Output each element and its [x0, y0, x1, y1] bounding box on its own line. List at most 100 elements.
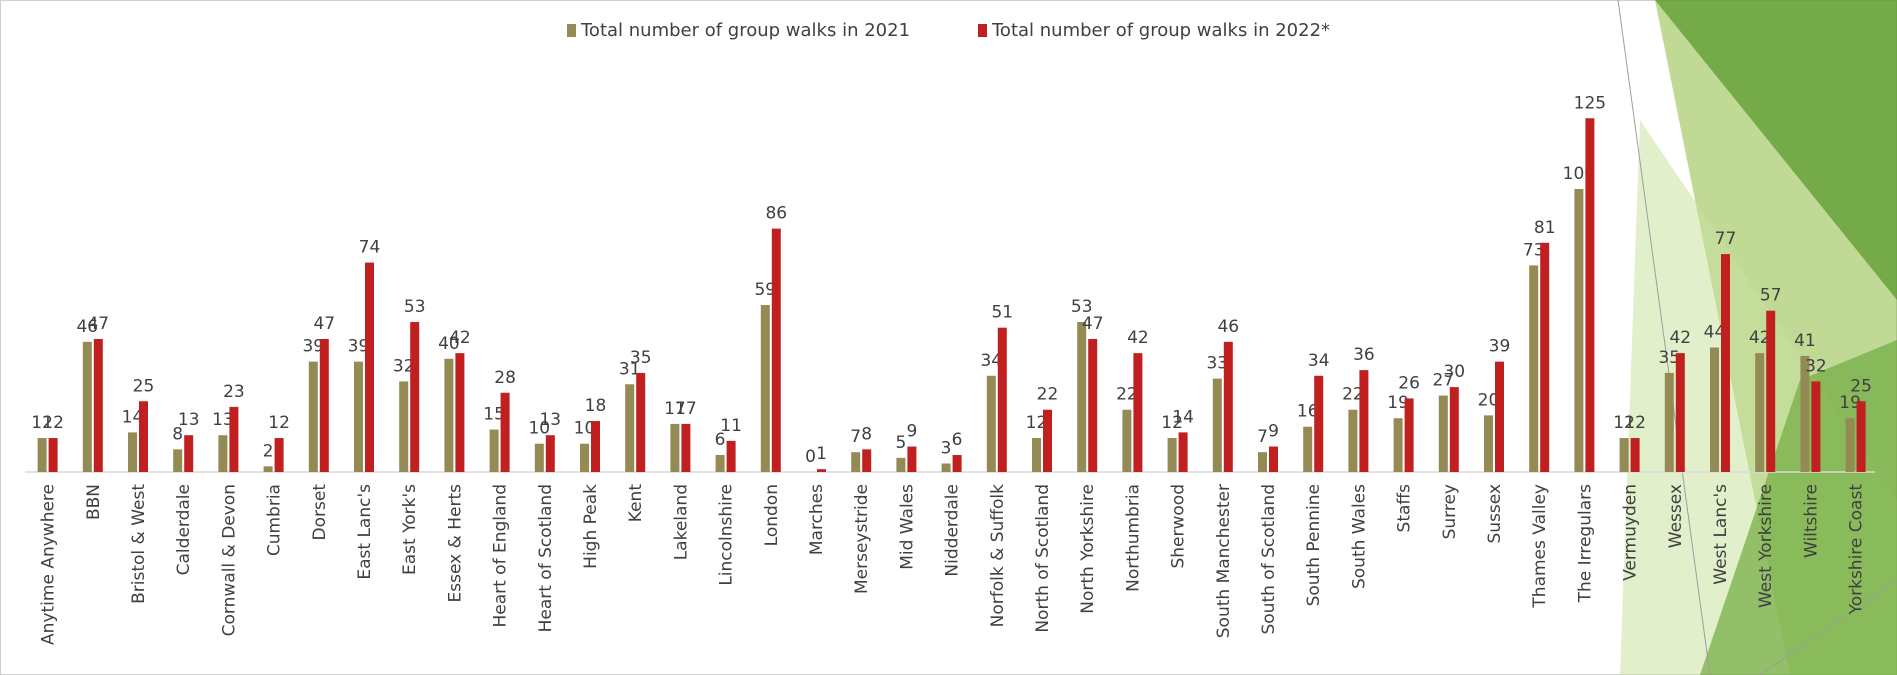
bar — [455, 353, 464, 472]
x-tick-label: North of Scotland — [1033, 484, 1053, 633]
value-label: 22 — [1037, 385, 1059, 405]
x-tick-label: Lincolnshire — [717, 484, 737, 586]
value-label: 1 — [816, 444, 827, 464]
bar — [761, 305, 770, 472]
value-label: 8 — [861, 424, 872, 444]
bar — [625, 384, 634, 472]
legend-label: Total number of group walks in 2021 — [580, 20, 910, 41]
bar — [320, 339, 329, 472]
x-tick-label: Surrey — [1440, 484, 1460, 539]
bar — [1088, 339, 1097, 472]
value-label: 25 — [133, 376, 155, 396]
bar — [851, 452, 860, 472]
value-label: 12 — [1624, 413, 1646, 433]
value-label: 0 — [805, 447, 816, 467]
x-tick-label: Essex & Herts — [445, 484, 465, 603]
value-label: 47 — [87, 314, 109, 334]
value-label: 35 — [630, 348, 652, 368]
bar — [410, 322, 419, 472]
bar — [1529, 265, 1538, 472]
value-label: 23 — [223, 382, 245, 402]
bar — [1676, 353, 1685, 472]
bar — [1540, 243, 1549, 472]
bar — [636, 373, 645, 472]
value-label: 53 — [404, 297, 426, 317]
bar — [1168, 438, 1177, 472]
x-tick-label: Kent — [626, 484, 646, 523]
bar — [1450, 387, 1459, 472]
value-label: 9 — [1268, 422, 1279, 442]
bar — [173, 449, 182, 472]
legend-swatch — [567, 24, 576, 37]
value-label: 41 — [1794, 331, 1816, 351]
bar — [1258, 452, 1267, 472]
bar — [942, 464, 951, 472]
bar — [1846, 418, 1855, 472]
bar — [1665, 373, 1674, 472]
bar — [1439, 396, 1448, 472]
bar — [998, 328, 1007, 472]
bar — [1133, 353, 1142, 472]
bar — [1585, 118, 1594, 472]
bar — [1394, 418, 1403, 472]
bar — [229, 407, 238, 472]
bar — [490, 430, 499, 472]
value-label: 42 — [1127, 328, 1149, 348]
bar — [83, 342, 92, 472]
value-label: 42 — [1669, 328, 1691, 348]
bar — [862, 449, 871, 472]
x-tick-label: Bristol & West — [129, 484, 149, 604]
x-tick-label: Calderdale — [174, 484, 194, 575]
x-tick-label: Wiltshire — [1801, 484, 1821, 558]
x-tick-label: Sherwood — [1169, 484, 1189, 569]
value-label: 25 — [1850, 376, 1872, 396]
bar — [444, 359, 453, 472]
value-label: 7 — [850, 427, 861, 447]
x-tick-label: Norfolk & Suffolk — [988, 484, 1008, 628]
bar — [1043, 410, 1052, 472]
bar — [727, 441, 736, 472]
x-tick-label: East York's — [400, 484, 420, 575]
x-tick-label: Merseystride — [852, 484, 872, 594]
x-tick-label: Cumbria — [265, 484, 285, 556]
bar — [580, 444, 589, 472]
bar — [1269, 447, 1278, 472]
bar — [1314, 376, 1323, 472]
x-tick-label: South of Scotland — [1259, 484, 1279, 635]
bar — [535, 444, 544, 472]
bar — [546, 435, 555, 472]
bar — [399, 381, 408, 472]
legend-swatch — [978, 24, 987, 37]
value-label: 47 — [313, 314, 335, 334]
bar — [1574, 189, 1583, 472]
bar — [1766, 311, 1775, 472]
bar — [953, 455, 962, 472]
bar — [591, 421, 600, 472]
bar — [365, 263, 374, 472]
value-label: 17 — [675, 399, 697, 419]
x-tick-label: Yorkshire Coast — [1847, 484, 1867, 616]
x-tick-label: BBN — [84, 484, 104, 520]
bar — [1811, 381, 1820, 472]
bar — [716, 455, 725, 472]
value-label: 2 — [263, 441, 274, 461]
value-label: 39 — [1489, 337, 1511, 357]
bar — [670, 424, 679, 472]
bar — [184, 435, 193, 472]
value-label: 46 — [1217, 317, 1239, 337]
value-label: 12 — [42, 413, 64, 433]
value-label: 81 — [1534, 218, 1556, 238]
x-tick-label: Northumbria — [1123, 484, 1143, 592]
bar — [1857, 401, 1866, 472]
value-label: 3 — [941, 439, 952, 459]
x-tick-label: Cornwall & Devon — [219, 484, 239, 636]
value-label: 12 — [268, 413, 290, 433]
value-label: 13 — [178, 410, 200, 430]
bar — [1631, 438, 1640, 472]
x-tick-label: Lakeland — [671, 484, 691, 560]
value-label: 28 — [494, 368, 516, 388]
x-tick-label: West Yorkshire — [1756, 484, 1776, 608]
value-label: 11 — [720, 416, 742, 436]
x-tick-label: Sussex — [1485, 484, 1505, 544]
bar — [1179, 432, 1188, 472]
